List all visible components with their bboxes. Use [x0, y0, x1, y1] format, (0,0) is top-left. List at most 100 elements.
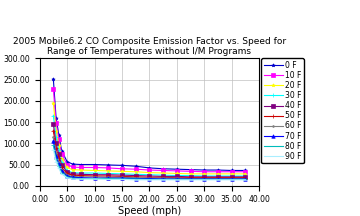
20 F [175, 172, 179, 175]
Y-axis label: Emission Factor: Emission Factor [0, 84, 2, 160]
60 F [120, 176, 124, 179]
40 F [92, 173, 96, 176]
70 F [57, 163, 61, 165]
Line: 50 F: 50 F [51, 129, 247, 179]
30 F [175, 174, 179, 177]
10 F [78, 166, 83, 169]
50 F [54, 147, 58, 150]
90 F [134, 178, 138, 181]
30 F [70, 171, 75, 174]
70 F [161, 178, 165, 180]
Line: 40 F: 40 F [51, 122, 247, 179]
30 F [57, 149, 61, 151]
60 F [57, 160, 61, 163]
90 F [65, 176, 69, 179]
30 F [59, 161, 64, 164]
80 F [106, 177, 111, 180]
10 F [59, 153, 64, 156]
50 F [230, 176, 234, 179]
80 F [78, 177, 83, 180]
10 F [106, 167, 111, 169]
90 F [230, 178, 234, 181]
0 F [161, 167, 165, 170]
40 F [106, 173, 111, 176]
90 F [106, 178, 111, 181]
20 F [216, 173, 220, 175]
50 F [134, 176, 138, 178]
0 F [78, 163, 83, 166]
Line: 30 F: 30 F [51, 114, 247, 178]
30 F [243, 175, 248, 177]
20 F [65, 166, 69, 169]
90 F [78, 178, 83, 180]
70 F [70, 176, 75, 179]
X-axis label: Speed (mph): Speed (mph) [118, 206, 181, 216]
60 F [161, 177, 165, 179]
10 F [175, 170, 179, 172]
70 F [54, 155, 58, 157]
0 F [243, 169, 248, 172]
90 F [202, 178, 207, 181]
60 F [78, 176, 83, 178]
80 F [51, 144, 55, 147]
50 F [120, 175, 124, 178]
0 F [202, 169, 207, 171]
50 F [202, 176, 207, 179]
80 F [216, 178, 220, 181]
90 F [57, 167, 61, 170]
60 F [65, 173, 69, 176]
90 F [175, 178, 179, 181]
40 F [51, 123, 55, 125]
20 F [70, 168, 75, 171]
20 F [51, 102, 55, 104]
30 F [147, 173, 152, 176]
0 F [54, 116, 58, 119]
50 F [65, 172, 69, 175]
30 F [161, 174, 165, 176]
60 F [230, 177, 234, 180]
60 F [54, 151, 58, 154]
50 F [147, 176, 152, 179]
50 F [59, 166, 64, 169]
10 F [120, 167, 124, 170]
Line: 80 F: 80 F [51, 144, 247, 181]
50 F [188, 176, 193, 179]
0 F [106, 164, 111, 166]
10 F [216, 170, 220, 173]
70 F [78, 176, 83, 179]
50 F [106, 175, 111, 177]
40 F [59, 164, 64, 166]
40 F [230, 176, 234, 178]
10 F [230, 170, 234, 173]
0 F [65, 160, 69, 163]
90 F [161, 178, 165, 181]
0 F [70, 163, 75, 165]
30 F [230, 175, 234, 177]
70 F [243, 178, 248, 180]
20 F [59, 157, 64, 160]
60 F [202, 177, 207, 180]
20 F [78, 169, 83, 171]
30 F [202, 175, 207, 177]
40 F [161, 175, 165, 178]
40 F [70, 173, 75, 175]
70 F [230, 178, 234, 180]
0 F [57, 133, 61, 136]
60 F [243, 177, 248, 180]
Line: 20 F: 20 F [51, 101, 247, 176]
80 F [65, 176, 69, 178]
0 F [147, 167, 152, 169]
30 F [54, 136, 58, 138]
20 F [188, 173, 193, 175]
70 F [147, 177, 152, 180]
0 F [230, 169, 234, 172]
50 F [175, 176, 179, 179]
20 F [230, 173, 234, 175]
50 F [243, 176, 248, 179]
80 F [59, 171, 64, 174]
40 F [57, 153, 61, 156]
Line: 60 F: 60 F [51, 135, 247, 180]
0 F [92, 163, 96, 166]
50 F [51, 129, 55, 132]
10 F [243, 170, 248, 173]
